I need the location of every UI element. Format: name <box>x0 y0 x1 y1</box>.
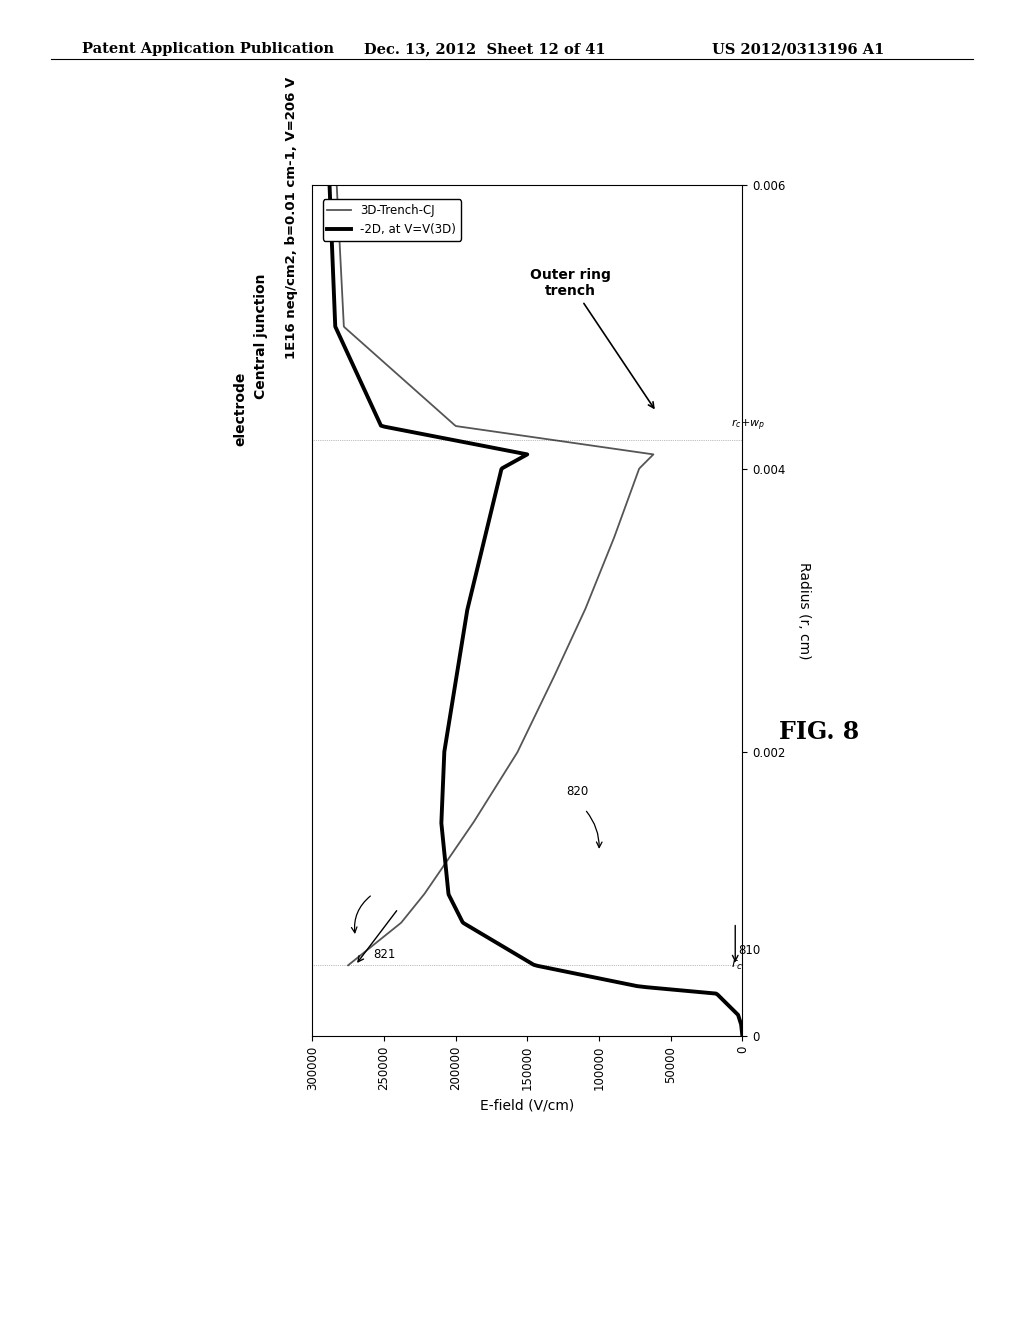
3D-Trench-CJ <box>336 285 348 301</box>
3D-Trench-CJ <box>634 461 646 477</box>
Line: -2D, at V=V(3D): -2D, at V=V(3D) <box>330 185 742 1036</box>
Y-axis label: Radius (r, cm): Radius (r, cm) <box>797 562 811 659</box>
-2D, at V=V(3D) <box>477 533 489 549</box>
Text: US 2012/0313196 A1: US 2012/0313196 A1 <box>712 42 884 57</box>
Legend: 3D-Trench-CJ, -2D, at V=V(3D): 3D-Trench-CJ, -2D, at V=V(3D) <box>323 199 461 240</box>
Text: 820: 820 <box>566 785 589 799</box>
-2D, at V=V(3D) <box>324 177 336 193</box>
Text: 821: 821 <box>373 948 395 961</box>
3D-Trench-CJ <box>331 177 343 193</box>
-2D, at V=V(3D) <box>483 511 496 527</box>
Line: 3D-Trench-CJ: 3D-Trench-CJ <box>337 185 653 965</box>
Text: Patent Application Publication: Patent Application Publication <box>82 42 334 57</box>
-2D, at V=V(3D) <box>621 975 633 991</box>
Text: FIG. 8: FIG. 8 <box>779 721 859 744</box>
X-axis label: E-field (V/cm): E-field (V/cm) <box>480 1098 574 1113</box>
-2D, at V=V(3D) <box>736 1028 749 1044</box>
3D-Trench-CJ <box>390 366 402 381</box>
Text: 810: 810 <box>738 944 761 957</box>
Text: $r_c$$+$$w_p$: $r_c$$+$$w_p$ <box>731 417 765 433</box>
3D-Trench-CJ <box>617 504 630 520</box>
3D-Trench-CJ <box>342 957 354 973</box>
Text: Dec. 13, 2012  Sheet 12 of 41: Dec. 13, 2012 Sheet 12 of 41 <box>364 42 605 57</box>
3D-Trench-CJ <box>625 483 637 499</box>
-2D, at V=V(3D) <box>328 296 340 312</box>
3D-Trench-CJ <box>399 909 412 925</box>
Text: electrode: electrode <box>233 372 248 446</box>
-2D, at V=V(3D) <box>358 383 371 399</box>
Text: Outer ring
trench: Outer ring trench <box>530 268 653 408</box>
Text: $r_c$: $r_c$ <box>731 958 742 973</box>
-2D, at V=V(3D) <box>489 486 502 502</box>
Text: Central junction: Central junction <box>254 273 268 400</box>
Text: 1E16 neq/cm2, b=0.01 cm-1, V=206 V: 1E16 neq/cm2, b=0.01 cm-1, V=206 V <box>286 77 298 359</box>
